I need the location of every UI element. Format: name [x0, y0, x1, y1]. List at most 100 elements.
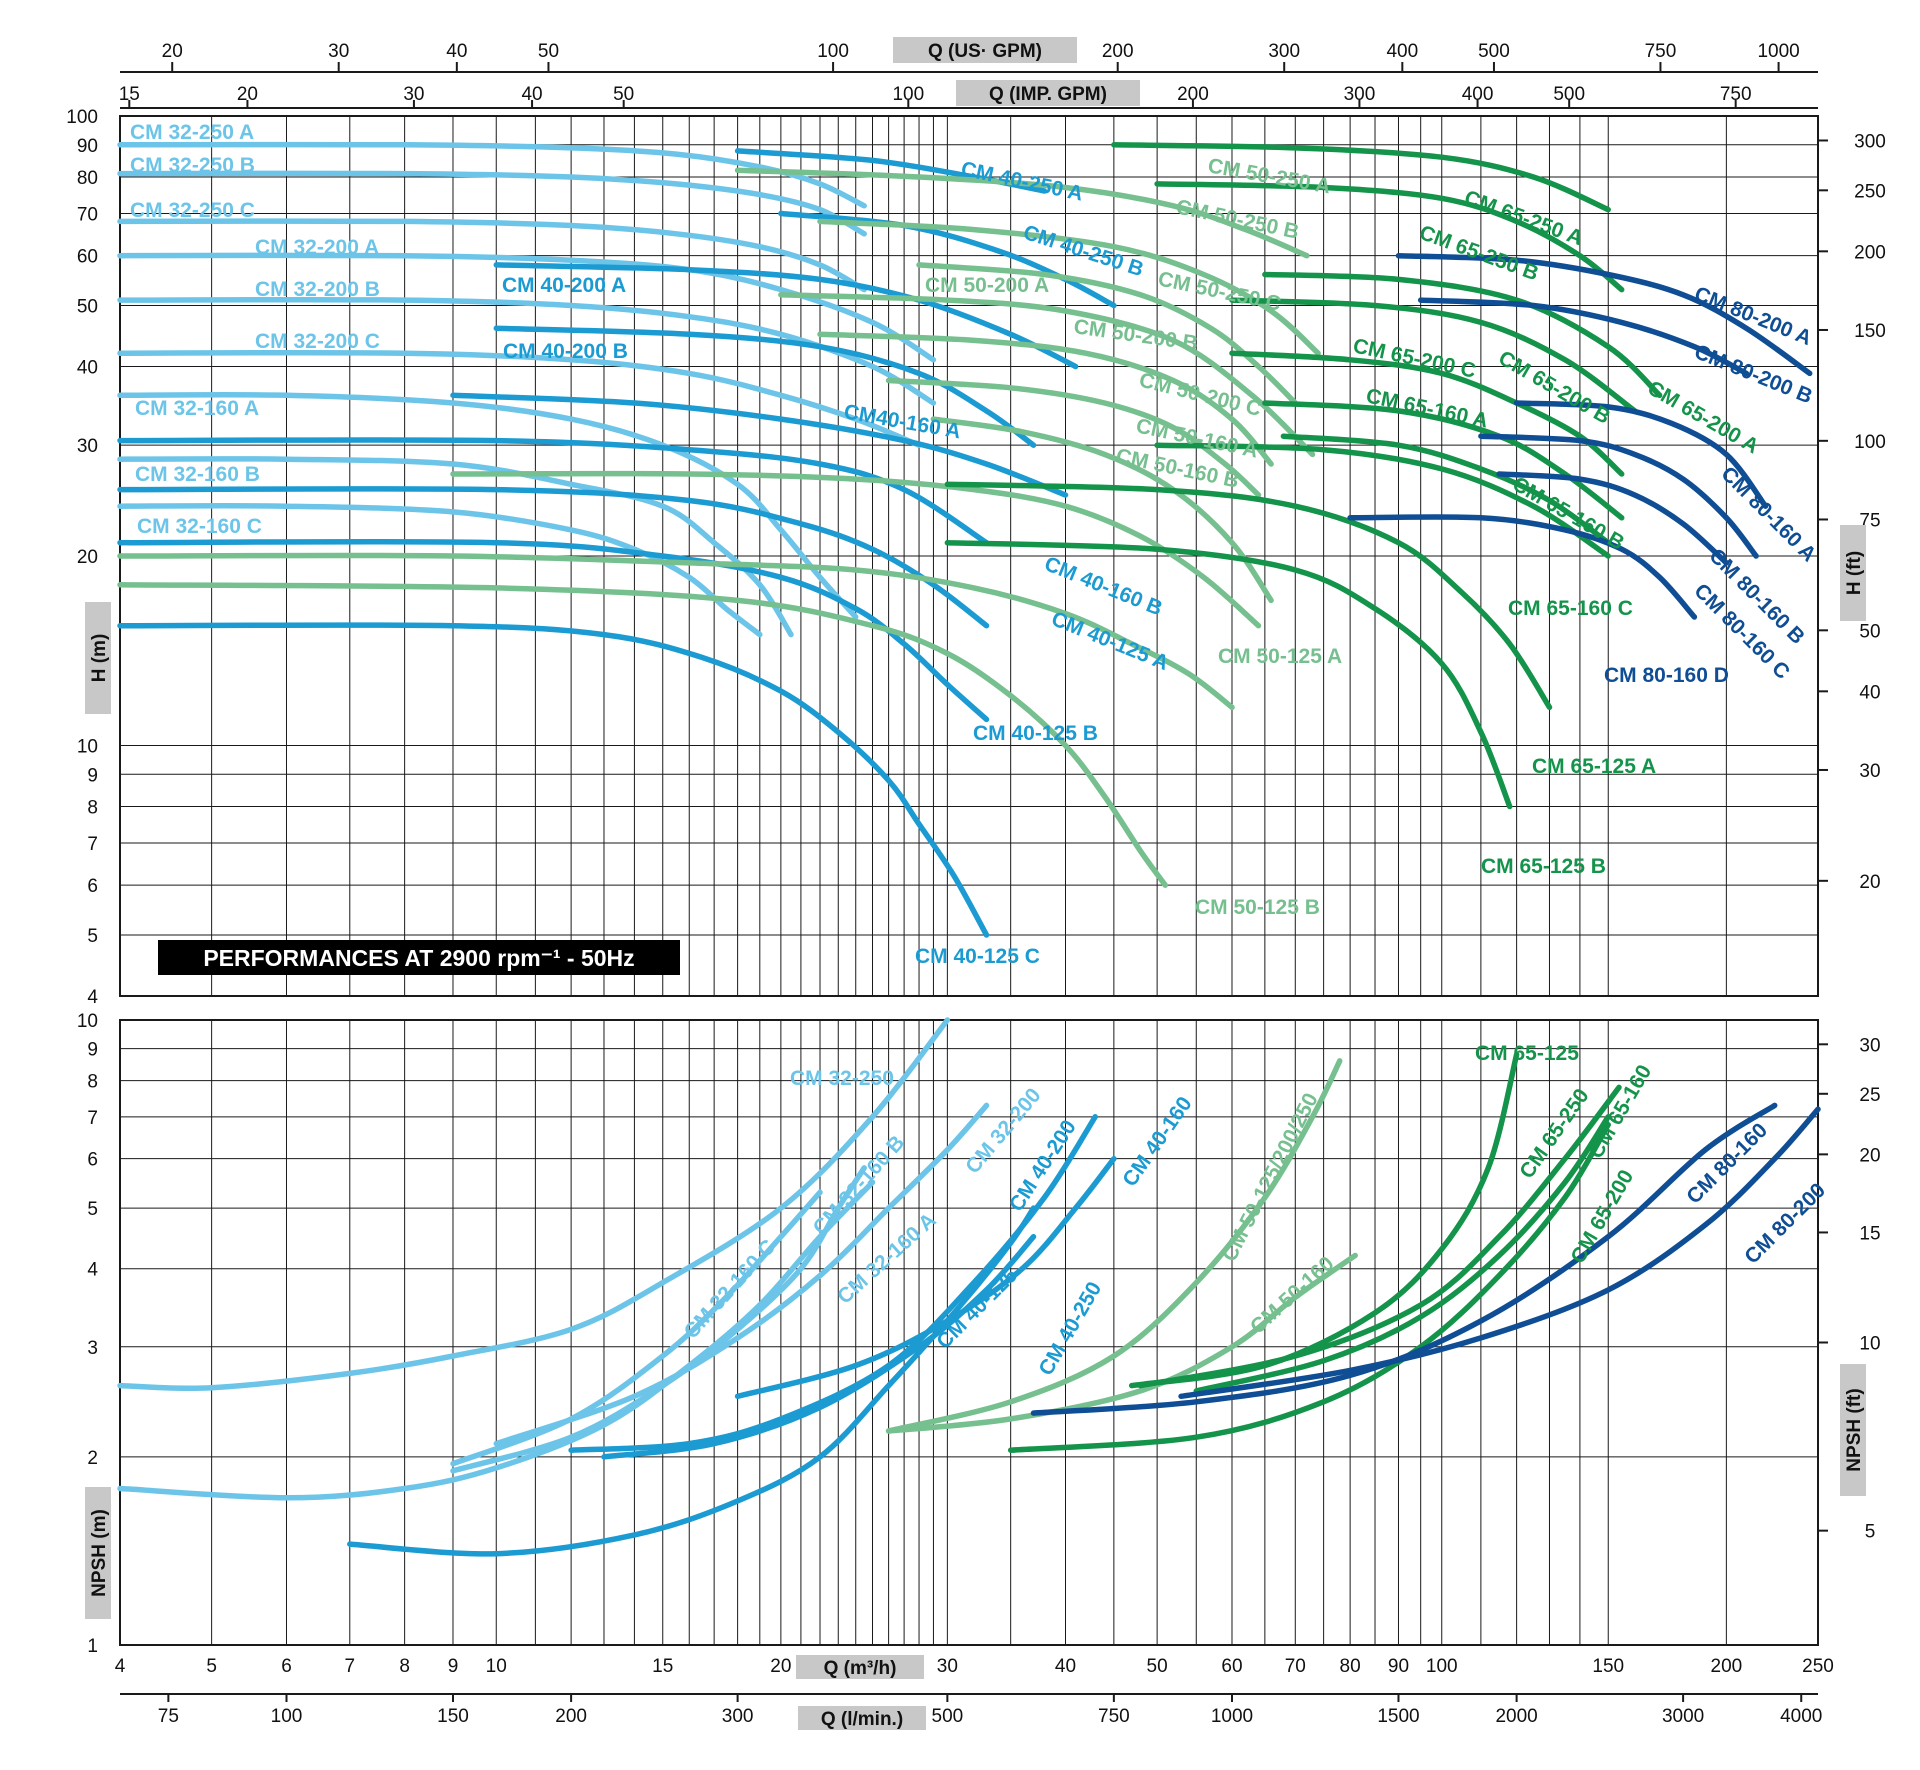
- lmin-tick-label: 300: [722, 1706, 754, 1727]
- curve-cm-50-250-b: [817, 218, 1321, 356]
- curve-cm-40-160-b: [117, 437, 990, 546]
- npsh-curve-label-cm-50-125-200-250: CM 50-125/200/250: [1218, 1089, 1323, 1265]
- us-gpm-tick-label: 1000: [1757, 41, 1799, 62]
- imp-gpm-axis-title-text: Q (IMP. GPM): [989, 84, 1107, 105]
- lmin-tick-label: 1000: [1211, 1706, 1253, 1727]
- y-tick-label: 60: [77, 247, 98, 268]
- m3h-tick-label: 7: [345, 1656, 356, 1677]
- npsh-axis-title-text: NPSH (m): [89, 1509, 110, 1597]
- curve-cm-40-250-b: [778, 210, 1117, 309]
- npsh-curve-cm-80-160: [1030, 1102, 1778, 1416]
- lmin-tick-label: 1500: [1377, 1706, 1419, 1727]
- ft-tick-label: 100: [1854, 432, 1886, 453]
- head-axis-title-text: H (m): [89, 634, 110, 683]
- curve-label-cm-50-200-b: CM 50-200 B: [1072, 315, 1199, 355]
- curves: [117, 141, 1821, 1557]
- m3h-tick-label: 60: [1221, 1656, 1242, 1677]
- curve-cm-80-160-d: [1347, 514, 1698, 620]
- m3h-tick-label: 70: [1285, 1656, 1306, 1677]
- npsh-curve-cm-65-125: [1128, 1051, 1520, 1389]
- curve-cm-65-200-c: [1229, 350, 1625, 477]
- plot-frames: [119, 71, 1819, 1695]
- npsh-tick-label: 4: [87, 1260, 98, 1281]
- curve-label-cm-65-125-b: CM 65-125 B: [1481, 855, 1606, 878]
- m3h-axis-title-bg: [796, 1655, 924, 1679]
- m3h-tick-label: 250: [1802, 1656, 1834, 1677]
- curve-label-cm-50-125-b: CM 50-125 B: [1195, 896, 1320, 919]
- curve-label-cm-40-125-b: CM 40-125 B: [973, 722, 1098, 745]
- us-gpm-tick-label: 300: [1268, 41, 1300, 62]
- curve-cm-65-160-a: [1262, 400, 1625, 521]
- curve-cm-80-160-b: [1478, 433, 1759, 559]
- curve-cm-65-125-b: [944, 539, 1513, 810]
- y-tick-label: 5: [87, 926, 98, 947]
- us-gpm-axis-title-bg: [893, 37, 1077, 63]
- imp-gpm-tick-label: 400: [1462, 84, 1494, 105]
- npsh-tick-label: 3: [87, 1338, 98, 1359]
- us-gpm-axis-title: Q (US· GPM): [893, 37, 1077, 63]
- lmin-axis-title-text: Q (l/min.): [821, 1709, 903, 1730]
- curve-label-cm-50-200-c: CM 50-200 C: [1137, 369, 1264, 422]
- m3h-tick-label: 4: [115, 1656, 126, 1677]
- curve-cm-50-250-c: [916, 262, 1299, 406]
- npsh-tick-label: 7: [87, 1108, 98, 1129]
- imp-gpm-tick-label: 200: [1177, 84, 1209, 105]
- curve-cm-32-200-b: [117, 296, 937, 406]
- curve-cm-50-200-c: [885, 377, 1262, 498]
- m3h-tick-label: 5: [206, 1656, 217, 1677]
- ft-tick-label: 150: [1854, 321, 1886, 342]
- npsh-tick-label: 5: [87, 1199, 98, 1220]
- curve-label-cm-65-200-c: CM 65-200 C: [1351, 334, 1478, 382]
- lmin-tick-label: 750: [1098, 1706, 1130, 1727]
- y-tick-label: 40: [77, 358, 98, 379]
- curve-cm-40-160-a: [450, 392, 1069, 498]
- us-gpm-tick-label: 100: [817, 41, 849, 62]
- npsh-curve-cm-32-200: [493, 1102, 990, 1447]
- curve-label-cm-32-250-c: CM 32-250 C: [130, 199, 255, 222]
- imp-gpm-tick-label: 300: [1344, 84, 1376, 105]
- y-tick-label: 6: [87, 876, 98, 897]
- npsh-ft-tick-label: 20: [1859, 1145, 1880, 1166]
- curve-cm-65-125-a: [944, 481, 1553, 711]
- curve-cm-50-160-b: [117, 552, 1235, 711]
- npsh-curve-label-cm-32-250: CM 32-250: [790, 1067, 894, 1090]
- npsh-axis-title: NPSH (m): [85, 1487, 111, 1619]
- lmin-axis-title: Q (l/min.): [798, 1706, 926, 1730]
- npsh-ft-axis-title-text: NPSH (ft): [1844, 1388, 1865, 1471]
- ft-tick-label: 30: [1859, 761, 1880, 782]
- m3h-tick-label: 100: [1426, 1656, 1458, 1677]
- y-tick-label: 7: [87, 834, 98, 855]
- lmin-tick-label: 100: [271, 1706, 303, 1727]
- curve-label-cm-50-250-a: CM 50-250 A: [1206, 154, 1332, 198]
- m3h-tick-label: 15: [652, 1656, 673, 1677]
- curve-label-cm-80-160-d: CM 80-160 D: [1604, 664, 1729, 687]
- head-axis-title-bg: [85, 602, 111, 714]
- npsh-curve-cm-40-250: [601, 1233, 1037, 1460]
- curve-label-cm-50-125-a: CM 50-125 A: [1218, 645, 1342, 668]
- curve-label-cm-65-250-b: CM 65-250 B: [1416, 221, 1541, 285]
- npsh-curve-cm-65-160: [1137, 1084, 1622, 1389]
- imp-gpm-axis-title-bg: [956, 80, 1140, 106]
- bottom-plot-frame: [119, 1019, 1819, 1646]
- lmin-tick-label: 75: [158, 1706, 179, 1727]
- head-ft-axis-title: H (ft): [1840, 525, 1866, 621]
- npsh-curve-label-cm-65-125: CM 65-125: [1475, 1042, 1579, 1065]
- curve-cm-32-250-a: [117, 141, 867, 209]
- curve-label-cm-65-200-b: CM 65-200 B: [1495, 346, 1615, 428]
- curve-cm-32-200-c: [117, 349, 922, 448]
- m3h-axis-title: Q (m³/h): [796, 1655, 924, 1679]
- curve-cm-80-200-a: [1395, 252, 1813, 377]
- npsh-axis-title-bg: [85, 1487, 111, 1619]
- curve-label-cm-80-200-a: CM 80-200 A: [1691, 282, 1815, 350]
- banner-text: PERFORMANCES AT 2900 rpm⁻¹ - 50Hz: [203, 945, 634, 971]
- axis-titles: Q (US· GPM) Q (IMP. GPM) H (m) H (ft) NPSH (…: [85, 37, 1866, 1730]
- curve-cm-32-200-a: [117, 252, 937, 363]
- npsh-tick-label: 6: [87, 1150, 98, 1171]
- tick-labels: 4 5 6 7 8 9 10 20 30 40 50 60 70 80 90 100 1 2 3 4 5 6 7 8 9 10 20…: [66, 41, 1886, 1727]
- us-gpm-tick-label: 50: [538, 41, 559, 62]
- imp-gpm-tick-label: 50: [613, 84, 634, 105]
- npsh-curve-cm-65-250: [1193, 1114, 1611, 1394]
- curve-cm-80-200-b: [1417, 297, 1750, 377]
- lmin-tick-label: 2000: [1495, 1706, 1537, 1727]
